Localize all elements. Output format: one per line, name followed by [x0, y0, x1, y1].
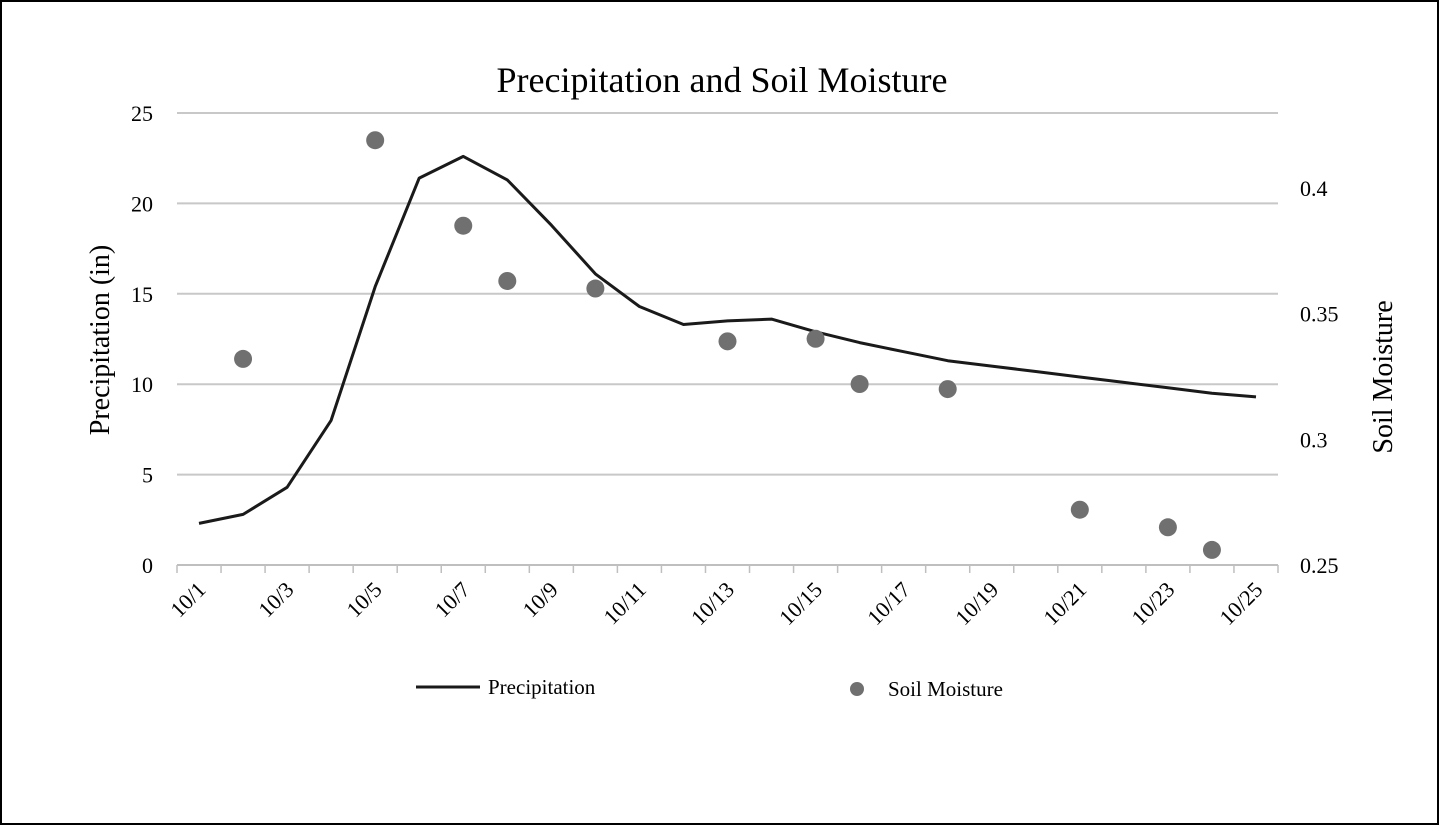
- soil-moisture-point: [586, 279, 605, 298]
- y-tick-label: 15: [131, 282, 153, 307]
- y-axis-title: Precipitation (in): [85, 245, 116, 436]
- x-tick-label: 10/9: [518, 577, 563, 622]
- soil-moisture-point: [1202, 540, 1221, 559]
- x-tick-label: 10/11: [598, 577, 651, 630]
- soil-moisture-point: [850, 375, 869, 394]
- y-tick-label: 5: [142, 463, 153, 488]
- x-tick-label: 10/7: [429, 577, 474, 622]
- y-tick-label: 20: [131, 191, 153, 216]
- precipitation-line: [198, 154, 1257, 525]
- soil-moisture-point: [366, 131, 385, 150]
- x-tick-label: 10/1: [165, 577, 210, 622]
- soil-moisture-point: [1158, 518, 1177, 537]
- y-tick-label: 25: [131, 101, 153, 126]
- y2-axis-title: Soil Moisture: [1368, 300, 1399, 453]
- chart-title: Precipitation and Soil Moisture: [497, 60, 948, 100]
- y-tick-label: 0: [142, 553, 153, 578]
- x-tick-label: 10/19: [950, 577, 1003, 630]
- y2-tick-label: 0.4: [1300, 176, 1328, 201]
- x-tick-label: 10/5: [341, 577, 386, 622]
- soil-moisture-point: [938, 380, 957, 399]
- axes: 0 5 10 15 20 25 10/1 10/3 10/5 10/7 10/9 10/11 10/13…: [131, 101, 1339, 630]
- x-tick-label: 10/25: [1214, 577, 1267, 630]
- soil-moisture-point: [1070, 500, 1089, 519]
- y2-tick-label: 0.3: [1300, 427, 1328, 452]
- y2-tick-label: 0.25: [1300, 553, 1339, 578]
- gridlines: [177, 112, 1278, 476]
- legend-soil-moisture-label: Soil Moisture: [888, 677, 1003, 701]
- x-tick-label: 10/17: [862, 577, 915, 630]
- legend-soil-moisture-swatch: [850, 682, 864, 696]
- soil-moisture-point: [234, 349, 253, 368]
- x-tick-label: 10/23: [1126, 577, 1179, 630]
- x-tick-label: 10/15: [774, 577, 827, 630]
- y-tick-label: 10: [131, 372, 153, 397]
- legend: Precipitation Soil Moisture: [416, 675, 1003, 701]
- soil-moisture-point: [718, 332, 737, 351]
- y2-tick-label: 0.35: [1300, 302, 1339, 327]
- x-tick-label: 10/13: [686, 577, 739, 630]
- legend-precipitation-label: Precipitation: [488, 675, 596, 699]
- series: [198, 131, 1257, 559]
- soil-moisture-point: [806, 329, 825, 348]
- soil-moisture-point: [498, 271, 517, 290]
- soil-moisture-point: [454, 216, 473, 235]
- x-tick-label: 10/21: [1038, 577, 1091, 630]
- x-tick-label: 10/3: [253, 577, 298, 622]
